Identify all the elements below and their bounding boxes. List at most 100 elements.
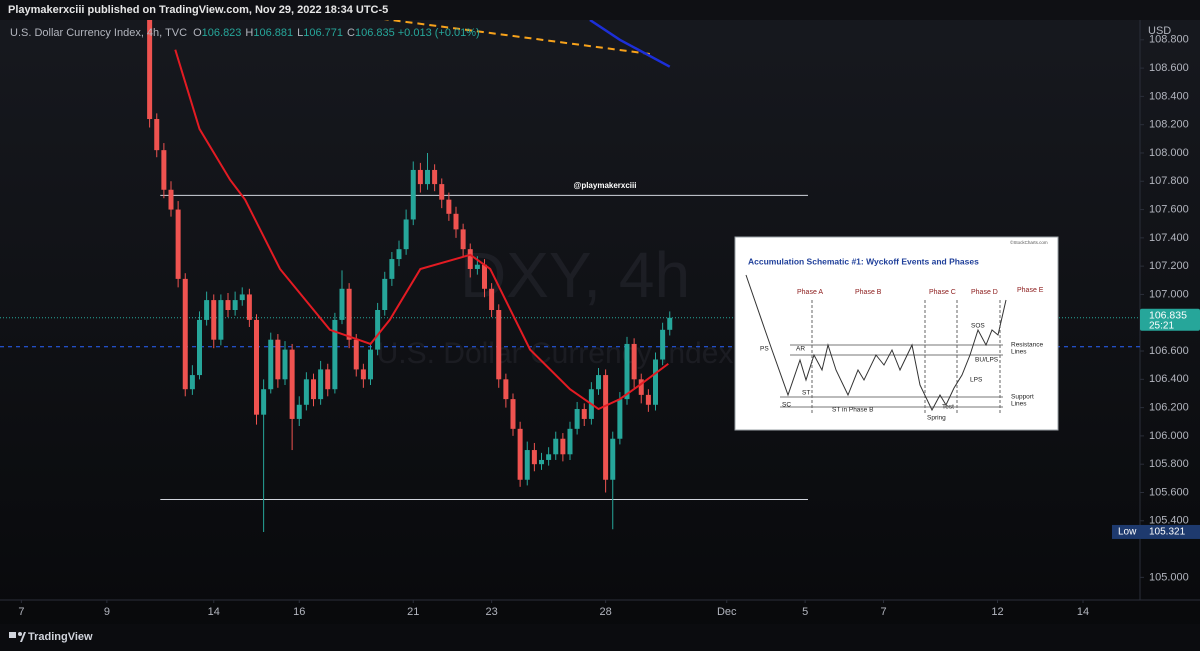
x-tick-label: 12 bbox=[991, 606, 1003, 618]
moving-average bbox=[174, 49, 669, 411]
inset-title: Accumulation Schematic #1: Wyckoff Event… bbox=[748, 256, 979, 266]
y-tick-label: 108.400 bbox=[1149, 90, 1189, 102]
event-label: SC bbox=[782, 402, 791, 409]
y-tick-label: 107.000 bbox=[1149, 288, 1189, 300]
candle-body bbox=[239, 294, 245, 301]
ohlc-key: C bbox=[347, 27, 355, 39]
plot-area bbox=[0, 20, 1140, 532]
x-tick-label: 7 bbox=[880, 606, 886, 618]
candle-body bbox=[246, 294, 252, 320]
trendline bbox=[589, 20, 671, 68]
y-tick-label: 106.000 bbox=[1149, 430, 1189, 442]
candle-body bbox=[531, 450, 537, 465]
candle-body bbox=[282, 349, 288, 380]
y-tick-label: 105.600 bbox=[1149, 486, 1189, 498]
logo-shape bbox=[9, 632, 16, 638]
candle-body bbox=[638, 379, 644, 395]
ohlc-value: 106.771 bbox=[303, 27, 343, 39]
event-label: ST bbox=[802, 390, 810, 397]
candle-body bbox=[218, 300, 224, 340]
y-tick-label: 106.600 bbox=[1149, 345, 1189, 357]
header-bar bbox=[0, 0, 1200, 20]
candle-body bbox=[524, 450, 530, 480]
candle-body bbox=[482, 264, 487, 289]
x-tick-label: 14 bbox=[208, 606, 220, 618]
candle-body bbox=[296, 404, 302, 419]
x-tick-label: 7 bbox=[18, 606, 24, 618]
phase-label: Phase B bbox=[855, 289, 882, 296]
footer-bar bbox=[0, 624, 1200, 651]
candle-body bbox=[368, 349, 373, 380]
candle-body bbox=[410, 169, 416, 220]
candle-body bbox=[147, 20, 153, 120]
candle-body bbox=[318, 369, 324, 400]
axes: 108.800 108.600 108.400 108.200 108.000 107.8… bbox=[18, 34, 1200, 618]
candle-body bbox=[197, 319, 202, 376]
y-tick-label: 108.600 bbox=[1149, 62, 1189, 74]
y-tick-label: 106.400 bbox=[1149, 373, 1189, 385]
y-tick-label: 107.600 bbox=[1149, 203, 1189, 215]
ohlc-value: 106.881 bbox=[253, 27, 293, 39]
symbol-name: U.S. Dollar Currency Index, 4h, TVC O106.… bbox=[10, 27, 480, 39]
event-label: PS bbox=[760, 346, 769, 353]
phase-label: Phase C bbox=[929, 289, 956, 296]
y-tick-label: 107.400 bbox=[1149, 232, 1189, 244]
candle-body bbox=[446, 199, 452, 214]
candle-body bbox=[645, 394, 651, 405]
event-label: ST in Phase B bbox=[832, 407, 873, 414]
price-path bbox=[745, 274, 1007, 412]
candle-body bbox=[268, 339, 274, 390]
candle-body bbox=[453, 213, 459, 230]
low-label-box bbox=[1112, 524, 1200, 539]
countdown: 25:21 bbox=[1149, 320, 1174, 331]
candle-body bbox=[289, 349, 295, 419]
phase-label: Phase A bbox=[797, 289, 823, 296]
candle-body bbox=[396, 249, 402, 260]
resistance-label: Lines bbox=[1011, 349, 1027, 356]
candle-body bbox=[631, 343, 637, 380]
y-tick-label: 105.400 bbox=[1149, 515, 1189, 527]
resistance-label: Resistance bbox=[1011, 342, 1044, 349]
candle-body bbox=[539, 459, 544, 465]
support-label: Lines bbox=[1011, 401, 1027, 408]
event-label: Spring bbox=[927, 415, 946, 422]
candle-body bbox=[467, 249, 473, 269]
x-tick-label: 9 bbox=[104, 606, 110, 618]
candle-body bbox=[560, 438, 566, 455]
candle-body bbox=[175, 209, 181, 279]
price-label-box bbox=[1140, 308, 1200, 331]
ohlc-value: 106.823 bbox=[202, 27, 242, 39]
low-label: Low bbox=[1118, 527, 1137, 538]
wyckoff-inset: Accumulation Schematic #1: Wyckoff Event… bbox=[734, 236, 1059, 431]
candle-body bbox=[574, 409, 580, 429]
candle-body bbox=[425, 169, 430, 185]
candle-body bbox=[204, 300, 210, 320]
candle-body bbox=[339, 288, 345, 320]
candle-body bbox=[275, 339, 281, 380]
support-label: Support bbox=[1011, 394, 1034, 401]
candle-body bbox=[667, 317, 673, 330]
watermark-sub: U.S. Dollar Currency Index bbox=[377, 337, 734, 370]
candle-body bbox=[596, 375, 601, 390]
y-tick-label: 108.200 bbox=[1149, 119, 1189, 131]
candle-body bbox=[254, 319, 259, 415]
phase-label: Phase D bbox=[971, 289, 998, 296]
candle-body bbox=[489, 288, 495, 310]
candle-body bbox=[303, 379, 309, 405]
y-tick-label: 105.000 bbox=[1149, 571, 1189, 583]
x-tick-label: 5 bbox=[802, 606, 808, 618]
ohlc-key: O bbox=[193, 27, 202, 39]
candle-body bbox=[581, 409, 587, 419]
event-label: SOS bbox=[971, 323, 985, 330]
candle-body bbox=[225, 300, 231, 310]
candle-body bbox=[610, 438, 616, 480]
candle-body bbox=[353, 339, 359, 370]
candle-body bbox=[517, 428, 523, 480]
candle-body bbox=[161, 150, 167, 190]
brand[interactable]: TradingView bbox=[28, 631, 93, 643]
candle-body bbox=[546, 454, 552, 460]
x-tick-label: Dec bbox=[717, 606, 737, 618]
candle-body bbox=[460, 229, 466, 250]
symbol: U.S. Dollar Currency Index, 4h, TVC bbox=[10, 27, 187, 39]
